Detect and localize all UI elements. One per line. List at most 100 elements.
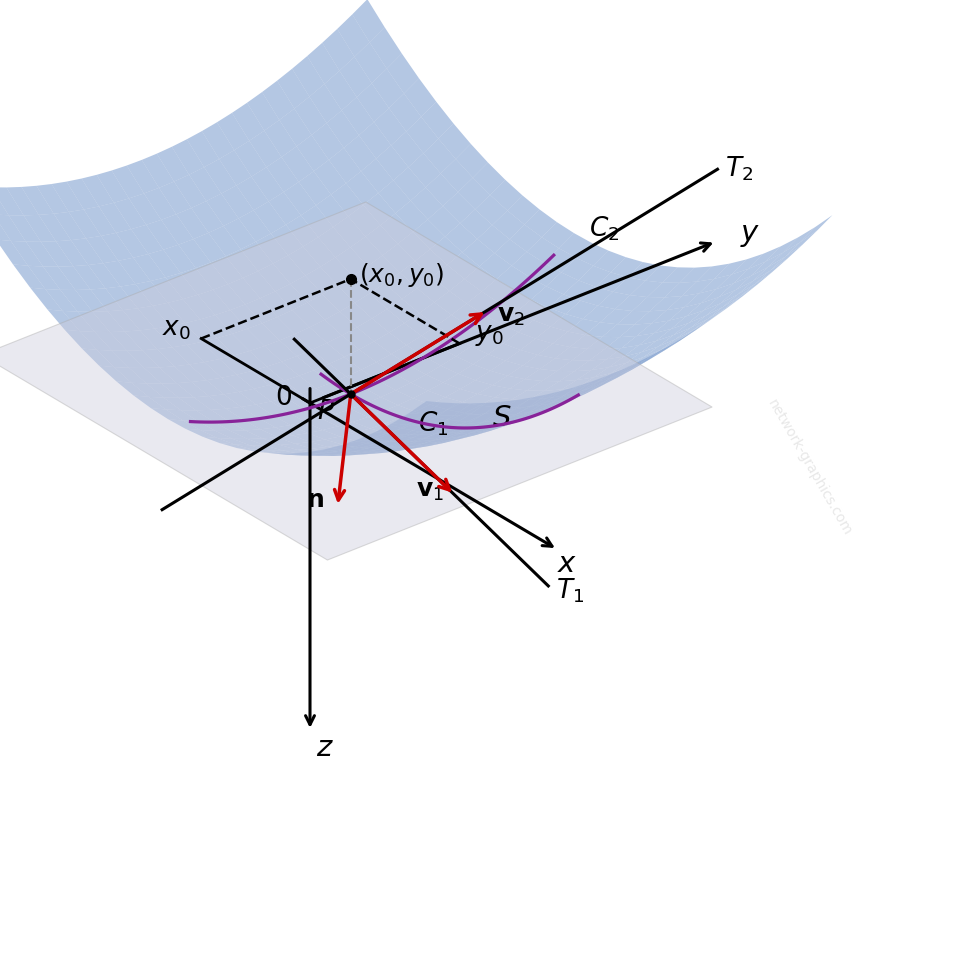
Polygon shape: [333, 394, 366, 409]
Polygon shape: [498, 407, 529, 420]
Polygon shape: [555, 347, 588, 360]
Polygon shape: [497, 265, 529, 290]
Polygon shape: [30, 287, 63, 311]
Polygon shape: [247, 92, 280, 131]
Polygon shape: [342, 327, 375, 349]
Polygon shape: [224, 219, 256, 250]
Polygon shape: [785, 230, 817, 257]
Polygon shape: [525, 369, 558, 381]
Polygon shape: [357, 318, 389, 342]
Polygon shape: [252, 367, 284, 385]
Polygon shape: [598, 370, 630, 385]
Polygon shape: [292, 303, 324, 327]
Polygon shape: [419, 426, 452, 434]
Polygon shape: [232, 329, 264, 351]
Polygon shape: [755, 258, 787, 284]
Polygon shape: [516, 404, 549, 414]
Polygon shape: [312, 123, 344, 160]
Polygon shape: [82, 348, 114, 367]
Polygon shape: [60, 289, 93, 312]
Polygon shape: [81, 175, 114, 206]
Polygon shape: [632, 297, 665, 312]
Polygon shape: [192, 201, 224, 233]
Polygon shape: [241, 242, 273, 271]
Polygon shape: [651, 308, 684, 323]
Polygon shape: [382, 244, 415, 273]
Polygon shape: [459, 431, 491, 439]
Polygon shape: [136, 281, 167, 306]
Polygon shape: [398, 444, 431, 450]
Polygon shape: [370, 423, 403, 434]
Polygon shape: [491, 420, 523, 431]
Polygon shape: [220, 355, 252, 375]
Polygon shape: [194, 396, 226, 409]
Polygon shape: [308, 430, 340, 439]
Polygon shape: [537, 344, 570, 358]
Polygon shape: [90, 288, 123, 312]
Polygon shape: [507, 196, 539, 225]
Polygon shape: [348, 387, 380, 404]
Polygon shape: [412, 220, 445, 249]
Polygon shape: [356, 83, 389, 122]
Polygon shape: [385, 273, 417, 299]
Polygon shape: [424, 403, 457, 415]
Polygon shape: [95, 332, 127, 350]
Polygon shape: [701, 284, 734, 303]
Polygon shape: [553, 394, 586, 408]
Polygon shape: [618, 359, 650, 378]
Polygon shape: [255, 451, 287, 455]
Polygon shape: [558, 388, 590, 404]
Polygon shape: [556, 392, 588, 407]
Polygon shape: [665, 329, 697, 350]
Polygon shape: [402, 288, 435, 313]
Polygon shape: [45, 289, 77, 312]
Polygon shape: [385, 441, 417, 448]
Polygon shape: [417, 433, 450, 441]
Polygon shape: [347, 452, 378, 454]
Polygon shape: [275, 284, 308, 310]
Polygon shape: [371, 441, 403, 448]
Polygon shape: [206, 194, 238, 226]
Polygon shape: [322, 426, 355, 437]
Polygon shape: [542, 371, 574, 381]
Polygon shape: [324, 71, 356, 110]
Polygon shape: [196, 262, 227, 289]
Polygon shape: [148, 397, 181, 410]
Polygon shape: [331, 183, 363, 217]
Polygon shape: [570, 335, 602, 348]
Polygon shape: [219, 150, 252, 186]
Polygon shape: [88, 263, 120, 288]
Polygon shape: [437, 315, 469, 337]
Polygon shape: [211, 257, 243, 285]
Polygon shape: [21, 186, 53, 215]
Polygon shape: [620, 355, 652, 375]
Polygon shape: [439, 433, 471, 439]
Polygon shape: [671, 311, 704, 329]
Polygon shape: [317, 382, 348, 400]
Polygon shape: [473, 163, 505, 195]
Polygon shape: [215, 431, 248, 439]
Polygon shape: [265, 445, 297, 450]
Polygon shape: [639, 329, 671, 346]
Polygon shape: [262, 80, 294, 120]
Polygon shape: [297, 349, 329, 370]
Polygon shape: [527, 381, 560, 391]
Polygon shape: [318, 400, 350, 414]
Polygon shape: [316, 195, 348, 227]
Polygon shape: [168, 419, 200, 430]
Polygon shape: [579, 266, 611, 287]
Polygon shape: [227, 278, 260, 305]
Polygon shape: [645, 265, 678, 283]
Polygon shape: [267, 362, 299, 380]
Polygon shape: [602, 367, 635, 385]
Polygon shape: [144, 368, 176, 383]
Polygon shape: [380, 390, 413, 406]
Polygon shape: [473, 354, 505, 371]
Polygon shape: [327, 335, 359, 357]
Polygon shape: [613, 277, 645, 295]
Polygon shape: [127, 350, 160, 368]
Polygon shape: [381, 448, 413, 453]
Polygon shape: [417, 416, 449, 426]
Polygon shape: [404, 78, 437, 117]
Polygon shape: [181, 268, 213, 295]
